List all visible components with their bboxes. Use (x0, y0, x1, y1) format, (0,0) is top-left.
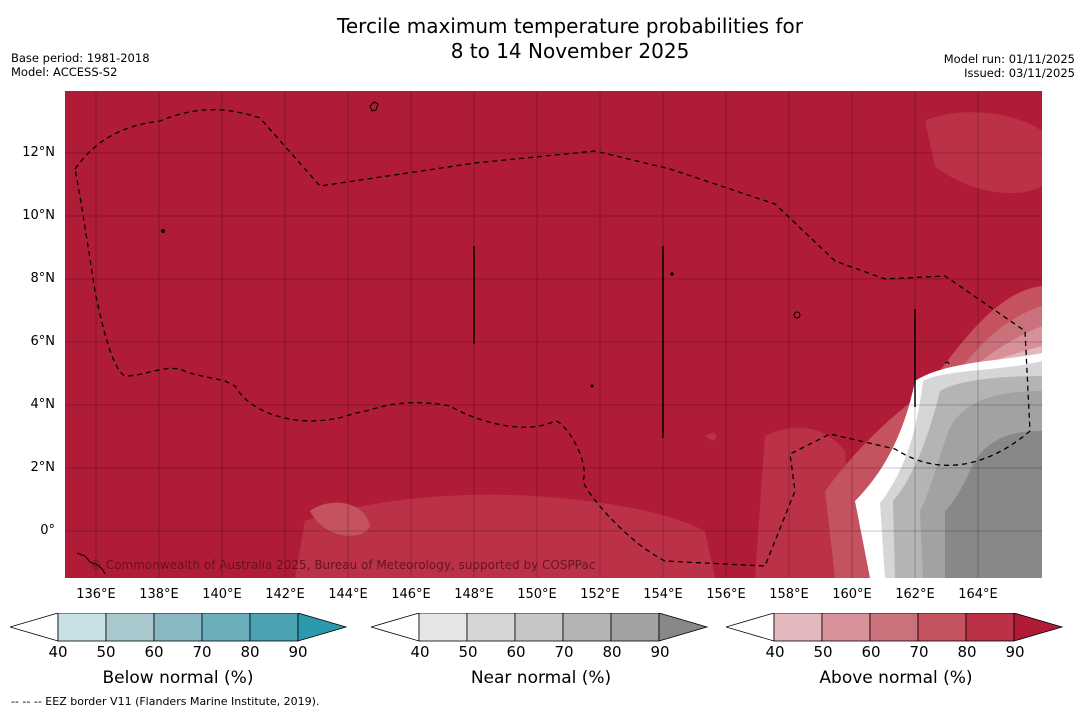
lat-label: 0° (40, 523, 55, 538)
cb-near-tick: 40 (410, 643, 430, 661)
colorbar-near (371, 613, 709, 642)
lon-label: 140°E (202, 587, 242, 602)
lon-label: 152°E (580, 587, 620, 602)
lon-label: 136°E (76, 587, 116, 602)
islands (76, 101, 950, 575)
cb-near-tick: 90 (650, 643, 670, 661)
lat-label: 8°N (30, 271, 56, 286)
colorbar-segment (201, 613, 251, 642)
base-period: Base period: 1981-2018 (11, 51, 150, 65)
cb-below-tick: 40 (48, 643, 68, 661)
lon-label: 138°E (139, 587, 179, 602)
colorbar-segment (773, 613, 823, 642)
cb-below-tick: 60 (144, 643, 164, 661)
lat-label: 6°N (30, 334, 56, 349)
cb-near-tick: 60 (506, 643, 526, 661)
shade-patch (295, 494, 715, 578)
meta-right: Model run: 01/11/2025 Issued: 03/11/2025 (944, 52, 1075, 80)
cb-above-tick: 90 (1005, 643, 1025, 661)
colorbar-segment (610, 613, 660, 642)
shade-patch (925, 112, 1042, 194)
eez-border (74, 109, 1031, 567)
cb-above-tick: 50 (813, 643, 833, 661)
cb-near-tick: 80 (602, 643, 622, 661)
lat-label: 2°N (30, 460, 56, 475)
lon-label: 146°E (391, 587, 431, 602)
cb-below-tick: 80 (240, 643, 260, 661)
lon-label: 154°E (643, 587, 683, 602)
shade-patch (310, 502, 370, 536)
issued-date: Issued: 03/11/2025 (964, 66, 1075, 80)
colorbar-segment (466, 613, 516, 642)
lon-label: 156°E (706, 587, 746, 602)
lon-label: 144°E (328, 587, 368, 602)
lat-label: 4°N (30, 397, 56, 412)
eez-note: -- -- -- EEZ border V11 (Flanders Marine… (11, 695, 320, 708)
lon-label: 158°E (769, 587, 809, 602)
colorbar-below (10, 613, 348, 642)
shade-patch (705, 433, 717, 441)
colorbar-segment (965, 613, 1015, 642)
map-panel[interactable] (65, 91, 1042, 578)
colorbar-left-arrow (371, 613, 420, 642)
lon-label: 162°E (895, 587, 935, 602)
lat-label: 12°N (22, 145, 55, 160)
model-run: Model run: 01/11/2025 (943, 52, 1075, 66)
near-normal-zone (945, 431, 1042, 578)
chart-title: Tercile maximum temperature probabilitie… (0, 14, 1085, 64)
colorbar-segment (57, 613, 107, 642)
colorbar-segment (249, 613, 299, 642)
colorbar-segment (418, 613, 468, 642)
cb-above-tick: 40 (765, 643, 785, 661)
colorbar-right-arrow (658, 613, 709, 642)
shade-patch (755, 427, 855, 578)
colorbar-right-arrow (297, 613, 348, 642)
copyright-note: © Commonwealth of Australia 2025, Bureau… (90, 558, 596, 572)
colorbar-segment (153, 613, 203, 642)
model-name: Model: ACCESS-S2 (11, 65, 118, 79)
cb-below-tick: 50 (96, 643, 116, 661)
colorbar-right-arrow (1013, 613, 1064, 642)
colorbar-segment (514, 613, 564, 642)
cb-above-tick: 60 (861, 643, 881, 661)
lon-label: 142°E (265, 587, 305, 602)
cb-above-title: Above normal (%) (819, 668, 973, 688)
cb-above-tick: 80 (957, 643, 977, 661)
colorbar-left-arrow (10, 613, 59, 642)
cb-near-title: Near normal (%) (470, 668, 612, 688)
cb-near-tick: 50 (458, 643, 478, 661)
cb-near-tick: 70 (554, 643, 574, 661)
colorbar-above (726, 613, 1064, 642)
cb-below-tick: 70 (192, 643, 212, 661)
vertical-markers (473, 246, 916, 438)
colorbar-segment (917, 613, 967, 642)
colorbar-segment (821, 613, 871, 642)
colorbar-left-arrow (726, 613, 775, 642)
colorbar-segment (562, 613, 612, 642)
cb-below-tick: 90 (288, 643, 308, 661)
lon-label: 150°E (517, 587, 557, 602)
lon-label: 160°E (832, 587, 872, 602)
title-line-1: Tercile maximum temperature probabilitie… (337, 14, 803, 38)
lat-label: 10°N (22, 208, 55, 223)
colorbar-segment (105, 613, 155, 642)
meta-left: Base period: 1981-2018 Model: ACCESS-S2 (11, 51, 150, 79)
lon-label: 148°E (454, 587, 494, 602)
title-line-2: 8 to 14 November 2025 (450, 39, 690, 63)
cb-above-tick: 70 (909, 643, 929, 661)
lon-label: 164°E (958, 587, 998, 602)
colorbar-segment (869, 613, 919, 642)
cb-below-title: Below normal (%) (102, 668, 254, 688)
